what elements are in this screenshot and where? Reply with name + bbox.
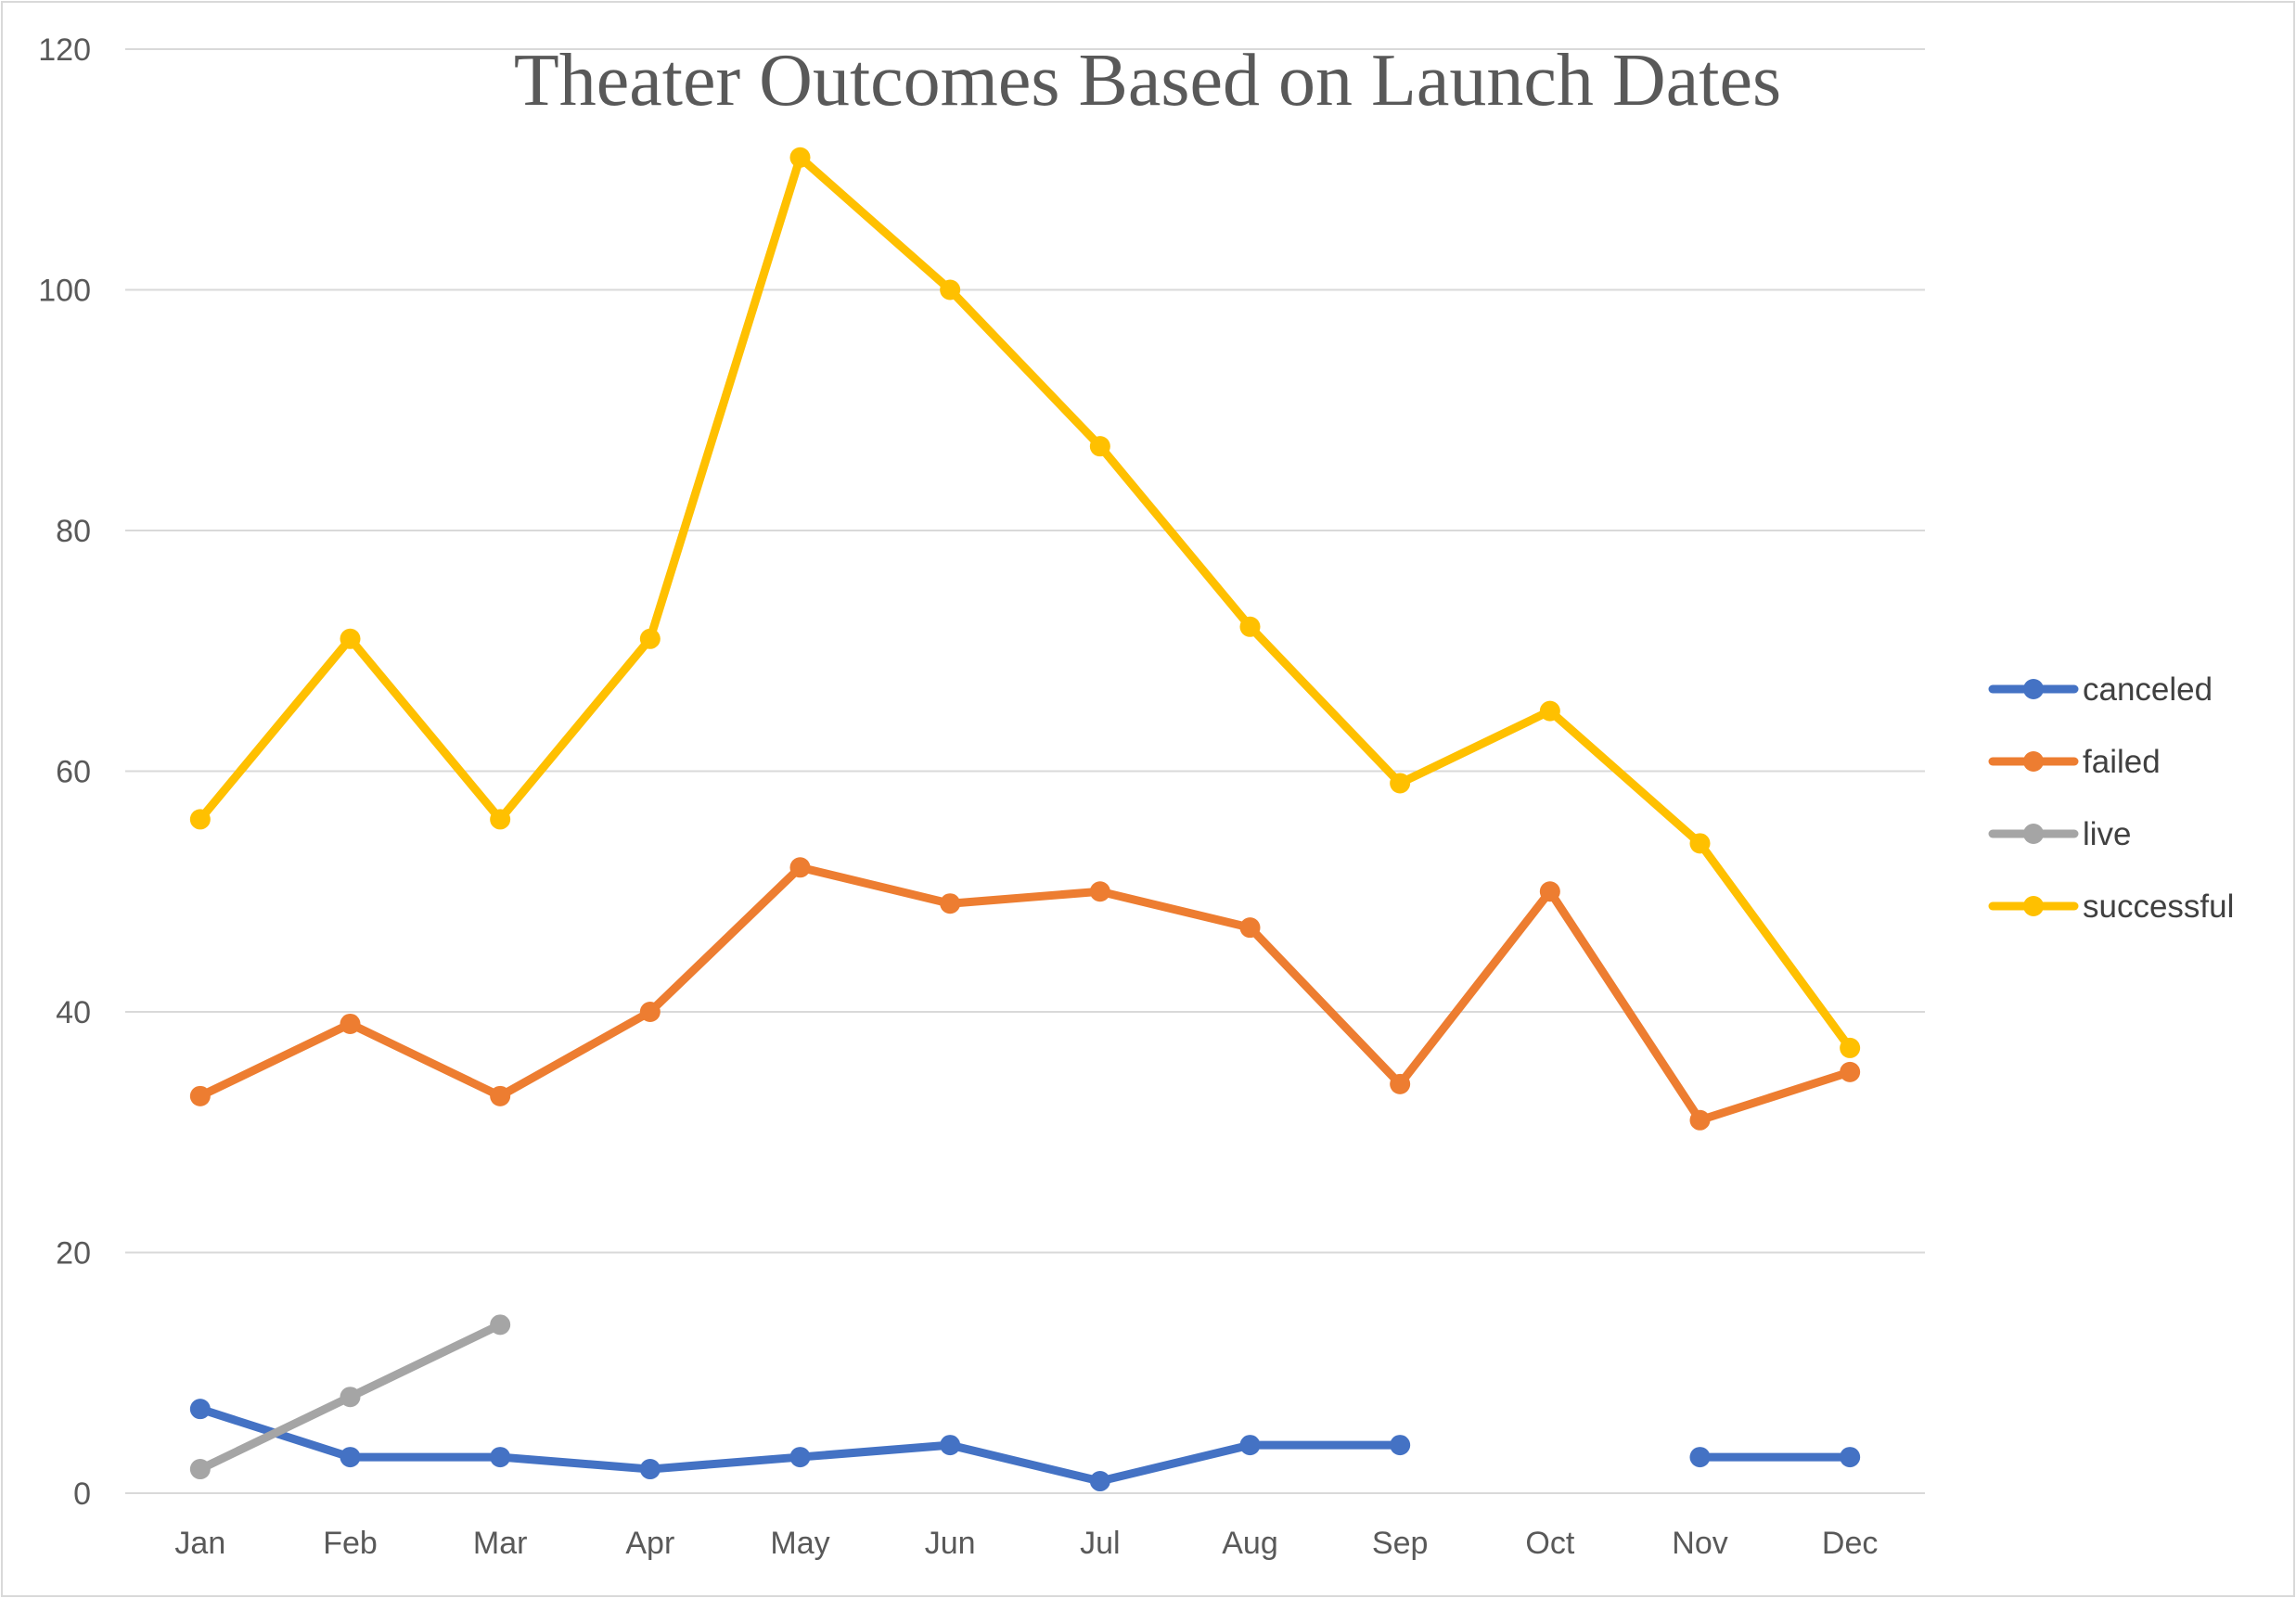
data-point-successful-nov [1689,833,1711,854]
data-point-failed-may [789,857,811,878]
x-tick-label-apr: Apr [625,1526,674,1561]
legend-label: successful [2083,888,2234,925]
series-successful [189,147,1861,1058]
x-tick-label-sep: Sep [1372,1526,1429,1561]
data-point-failed-jul [1089,881,1110,902]
legend-swatch-marker [2023,824,2044,844]
data-point-canceled-sep [1390,1435,1411,1456]
data-point-successful-apr [639,628,661,649]
data-point-failed-dec [1840,1061,1861,1082]
x-tick-label-jun: Jun [925,1526,976,1561]
x-tick-label-oct: Oct [1525,1526,1574,1561]
data-point-successful-aug [1239,616,1261,637]
data-point-canceled-dec [1840,1447,1861,1468]
data-point-canceled-feb [340,1447,361,1468]
data-point-failed-apr [639,1002,661,1022]
data-point-successful-mar [490,809,511,830]
data-point-canceled-mar [490,1447,511,1468]
data-point-canceled-may [789,1447,811,1468]
x-tick-label-may: May [770,1526,829,1561]
y-tick-label: 0 [73,1477,91,1512]
data-point-live-mar [490,1314,511,1336]
data-point-failed-mar [490,1085,511,1106]
x-tick-label-jul: Jul [1080,1526,1120,1561]
data-point-failed-nov [1689,1109,1711,1131]
y-tick-label: 40 [56,995,91,1030]
data-point-canceled-jul [1089,1471,1110,1492]
data-point-failed-feb [340,1013,361,1034]
legend-item-successful: successful [1988,888,2234,925]
legend-label: canceled [2083,671,2213,708]
x-tick-label-mar: Mar [473,1526,528,1561]
series-live [189,1314,511,1480]
x-axis-tick-labels: Jan Feb Mar Apr May Jun Jul Aug Sep Oct Nov Dec [174,1526,1878,1561]
data-point-failed-jan [189,1085,211,1106]
data-point-canceled-jan [189,1399,211,1420]
data-point-successful-jun [940,279,961,300]
legend-item-live: live [1988,816,2132,852]
data-point-canceled-nov [1689,1447,1711,1468]
data-point-failed-sep [1390,1073,1411,1094]
data-point-successful-sep [1390,773,1411,794]
series-failed [189,857,1861,1131]
data-point-successful-may [789,147,811,168]
series-lines [189,147,1861,1492]
data-point-successful-jul [1089,436,1110,457]
data-point-live-jan [189,1459,211,1480]
x-tick-label-feb: Feb [323,1526,378,1561]
legend-label: failed [2083,744,2161,780]
y-axis-tick-labels: 0 20 40 60 80 100 120 [38,32,91,1512]
legend-swatch-marker [2023,751,2044,772]
legend-swatch-marker [2023,679,2044,699]
data-point-canceled-aug [1239,1435,1261,1456]
data-point-successful-dec [1840,1037,1861,1058]
data-point-canceled-jun [940,1435,961,1456]
data-point-successful-oct [1539,700,1560,722]
data-point-failed-oct [1539,881,1560,902]
data-point-live-feb [340,1387,361,1408]
y-tick-label: 100 [38,274,91,309]
x-tick-label-nov: Nov [1672,1526,1727,1561]
legend-label: live [2083,816,2132,852]
y-tick-label: 120 [38,32,91,68]
x-tick-label-aug: Aug [1222,1526,1278,1561]
data-point-failed-jun [940,893,961,914]
chart-title: Theater Outcomes Based on Launch Dates [514,40,1781,121]
data-point-successful-jan [189,809,211,830]
legend-item-canceled: canceled [1988,671,2213,708]
data-point-canceled-apr [639,1459,661,1480]
y-tick-label: 60 [56,755,91,790]
data-point-failed-aug [1239,917,1261,939]
series-canceled [189,1399,1861,1492]
y-tick-label: 20 [56,1236,91,1272]
data-point-successful-feb [340,628,361,649]
legend: canceled failed live successful [1988,671,2234,925]
series-line-successful [196,153,1854,1053]
x-tick-label-dec: Dec [1822,1526,1878,1561]
legend-item-failed: failed [1988,744,2161,780]
x-tick-label-jan: Jan [174,1526,225,1561]
y-tick-label: 80 [56,514,91,549]
series-line-failed [196,863,1854,1125]
legend-swatch-marker [2023,896,2044,916]
